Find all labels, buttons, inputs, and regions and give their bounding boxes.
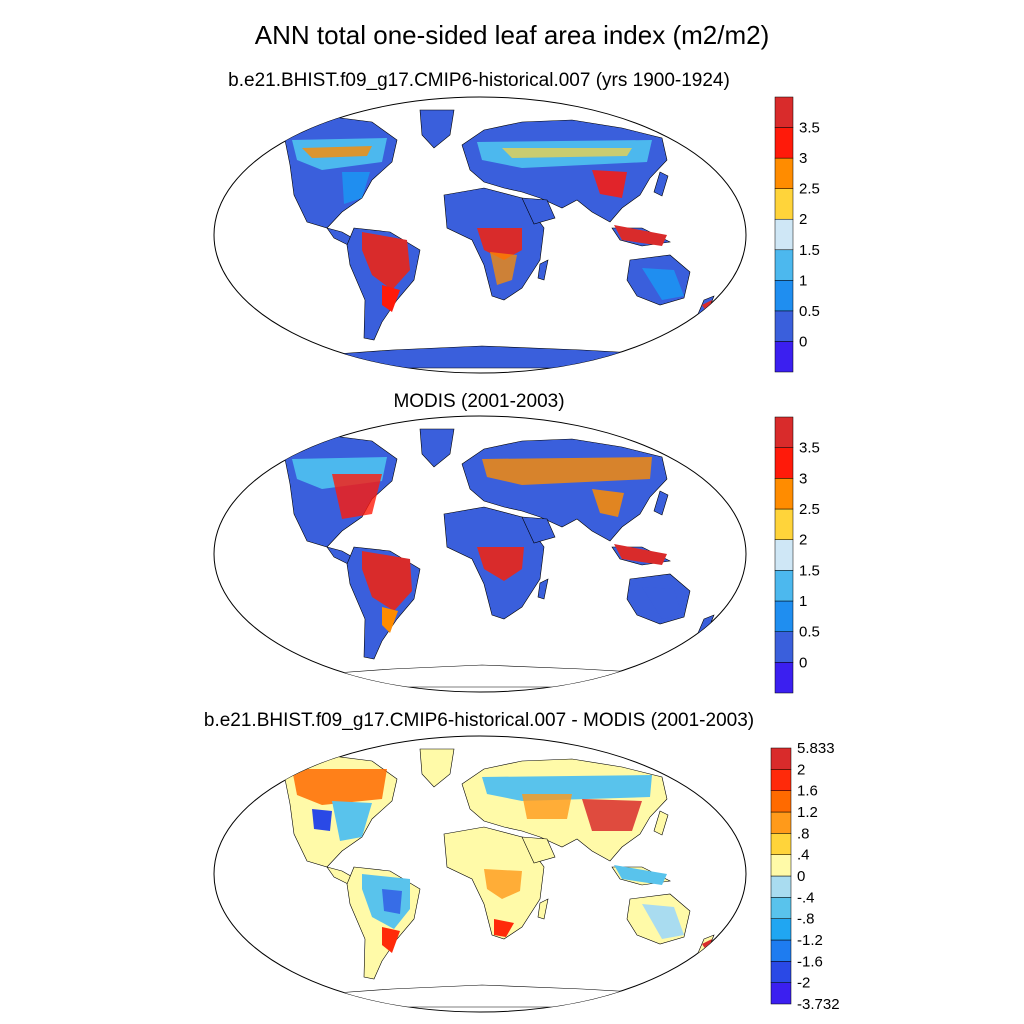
colorbar-swatch [774, 416, 794, 448]
colorbar-label: 1.5 [799, 562, 820, 579]
colorbar-swatch [770, 982, 792, 1005]
colorbar-swatch [774, 508, 794, 540]
colorbar-label: 2.5 [799, 501, 820, 518]
colorbar-swatch [774, 96, 794, 128]
colorbar-label: 1.5 [799, 242, 820, 259]
colorbar-label: 0.5 [799, 624, 820, 641]
colorbar-label: 3.5 [799, 120, 820, 137]
colorbar-swatch [770, 747, 792, 770]
colorbar-swatch [774, 539, 794, 571]
colorbar-swatch [770, 918, 792, 941]
colorbar-label: -2 [797, 975, 810, 992]
colorbar-swatch [770, 939, 792, 962]
colorbar-label: 2.5 [799, 181, 820, 198]
colorbar-label: 5.833 [797, 740, 835, 757]
colorbar-swatch [774, 157, 794, 189]
colorbar-swatch [770, 769, 792, 791]
figure-title: ANN total one-sided leaf area index (m2/… [254, 20, 770, 50]
colorbar-swatch [770, 875, 792, 898]
colorbar-swatch [770, 854, 792, 877]
colorbar-swatch [774, 127, 794, 159]
colorbar-swatch [770, 833, 792, 855]
colorbar-label: 2 [799, 532, 807, 549]
colorbar-label: 2 [799, 211, 807, 228]
colorbar-label: 0 [799, 333, 807, 350]
colorbar-difference: 5.833 2 1.6 1.2 .8 .4 0 -.4 -.8 -1.2 -1.6 -2 -3.732 [770, 740, 840, 1013]
colorbar-label: 1.6 [797, 783, 818, 800]
panel-title-difference: b.e21.BHIST.f09_g17.CMIP6-historical.007… [203, 710, 755, 731]
colorbar-swatch [774, 570, 794, 602]
panel-title-model: b.e21.BHIST.f09_g17.CMIP6-historical.007… [228, 70, 730, 91]
colorbar-label: -1.6 [797, 953, 823, 970]
colorbar-swatch [770, 790, 792, 813]
colorbar-swatch [774, 478, 794, 510]
colorbar-swatch [770, 897, 792, 919]
colorbar-label: 1 [799, 593, 807, 610]
colorbar-swatch [774, 631, 794, 663]
colorbar-label: -.8 [797, 911, 815, 928]
colorbar-swatch [774, 447, 794, 479]
colorbar-label: -1.2 [797, 932, 823, 949]
colorbar-swatch [774, 188, 794, 220]
colorbar-label: -.4 [797, 889, 815, 906]
colorbar-swatch [774, 662, 794, 694]
map-panel-model [213, 96, 747, 374]
colorbar-label: 0 [799, 654, 807, 671]
colorbar-swatch [774, 341, 794, 373]
colorbar-label: .4 [797, 847, 810, 864]
colorbar-modis: 3.5 3 2.5 2 1.5 1 0.5 0 [774, 416, 820, 694]
colorbar-swatch [770, 811, 792, 834]
colorbar-label: .8 [797, 825, 810, 842]
map-panel-modis [213, 415, 747, 693]
colorbar-swatch [774, 218, 794, 251]
colorbar-swatch [774, 280, 794, 312]
panel-title-modis: MODIS (2001-2003) [393, 391, 565, 412]
colorbar-label: 3 [799, 470, 807, 487]
colorbar-label: 0 [797, 868, 805, 885]
colorbar-swatch [774, 310, 794, 342]
map-panel-difference [213, 735, 747, 1013]
colorbar-label: 0.5 [799, 303, 820, 320]
colorbar-swatch [774, 600, 794, 632]
colorbar-swatch [774, 249, 794, 281]
colorbar-label: 3.5 [799, 440, 820, 457]
colorbar-label: -3.732 [797, 996, 840, 1013]
colorbar-model: 3.5 3 2.5 2 1.5 1 0.5 0 [774, 96, 820, 373]
colorbar-label: 3 [799, 150, 807, 167]
colorbar-label: 2 [797, 761, 805, 778]
colorbar-swatch [770, 961, 792, 983]
colorbar-label: 1 [799, 272, 807, 289]
colorbar-label: 1.2 [797, 804, 818, 821]
